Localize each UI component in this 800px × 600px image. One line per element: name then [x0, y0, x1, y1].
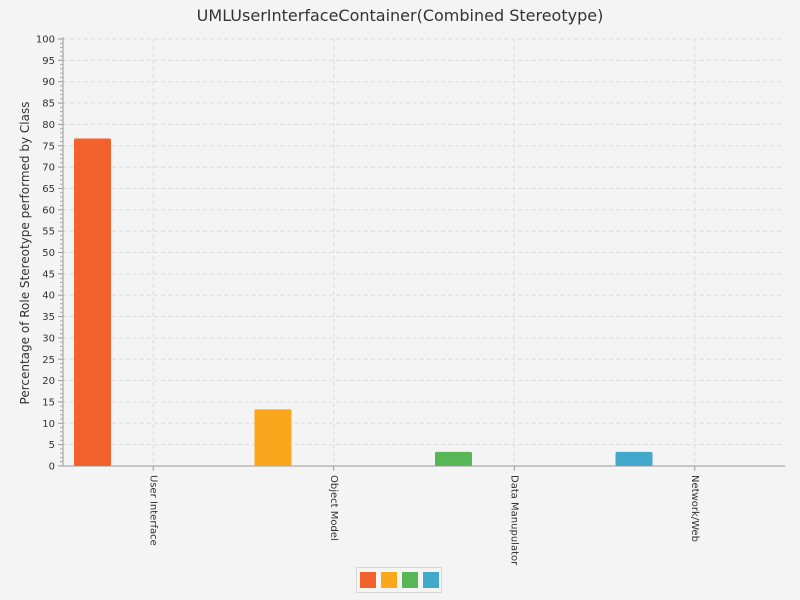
- y-tick-label: 80: [42, 120, 55, 131]
- y-tick-label: 15: [42, 397, 55, 408]
- y-tick-label: 10: [42, 419, 55, 430]
- y-axis-label: Percentage of Role Stereotype performed …: [18, 102, 32, 405]
- y-tick-label: 35: [42, 312, 55, 323]
- y-tick-label: 55: [42, 227, 55, 238]
- y-tick-label: 65: [42, 184, 55, 195]
- legend: [356, 567, 442, 593]
- y-tick-label: 0: [49, 462, 55, 473]
- y-tick-label: 95: [42, 56, 55, 67]
- axes: [58, 37, 785, 471]
- labels: 0 5 10 15 20 25 30 35 40 45 50 55 60 65 70 75 80 85 90 95 10…: [36, 35, 700, 567]
- x-tick-label: User Interface: [147, 475, 158, 546]
- bar: [74, 138, 111, 466]
- legend-swatch: [359, 572, 376, 588]
- y-tick-label: 50: [42, 248, 55, 259]
- y-tick-label: 5: [49, 440, 55, 451]
- y-tick-label: 20: [42, 376, 55, 387]
- y-tick-label: 100: [36, 35, 55, 46]
- legend-swatch: [422, 572, 439, 588]
- chart-title: UMLUserInterfaceContainer(Combined Stere…: [196, 6, 604, 25]
- y-tick-label: 40: [42, 291, 55, 302]
- y-tick-label: 70: [42, 163, 55, 174]
- x-tick-label: Network/Web: [689, 475, 700, 542]
- bar: [615, 451, 653, 466]
- y-tick-label: 90: [42, 77, 55, 88]
- y-tick-label: 45: [42, 269, 55, 280]
- legend-swatch: [380, 572, 397, 588]
- bar: [435, 451, 472, 466]
- x-tick-label: Data Manupulator: [508, 475, 519, 566]
- bar: [254, 409, 292, 466]
- legend-swatch: [401, 572, 418, 588]
- bars: [74, 138, 653, 466]
- y-tick-label: 75: [42, 141, 55, 152]
- x-tick-label: Object Model: [328, 475, 339, 541]
- y-tick-label: 60: [42, 205, 55, 216]
- y-tick-label: 30: [42, 333, 55, 344]
- y-tick-label: 85: [42, 99, 55, 110]
- y-tick-label: 25: [42, 355, 55, 366]
- grid: [63, 38, 785, 466]
